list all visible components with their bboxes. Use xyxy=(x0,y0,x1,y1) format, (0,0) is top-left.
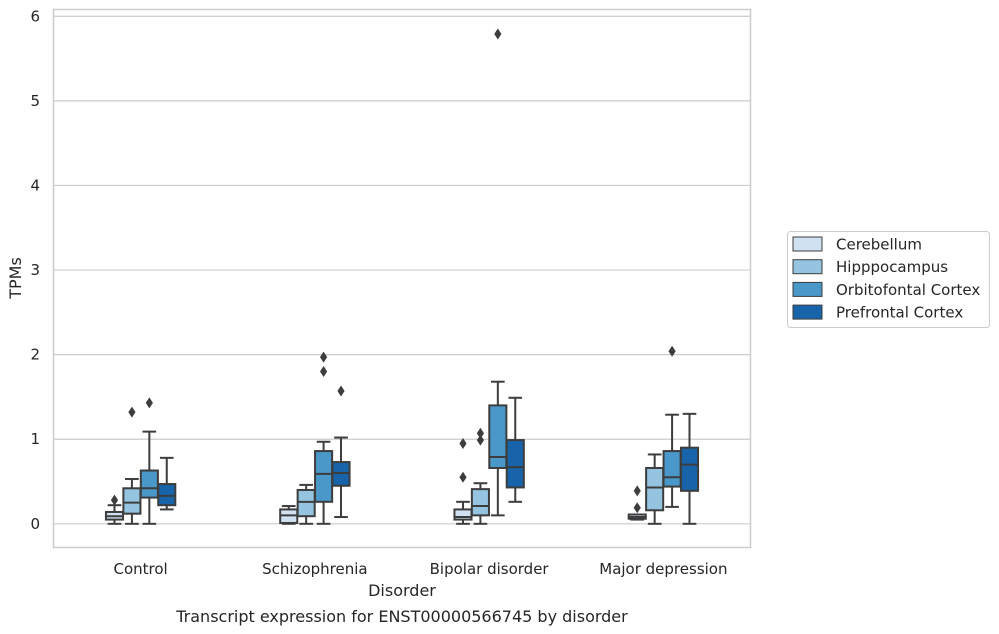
x-tick-labels: Control Schizophrenia Bipolar disorder Majo… xyxy=(114,560,728,578)
y-tick-label: 6 xyxy=(30,7,40,25)
box-iqr xyxy=(453,508,473,521)
legend-swatch xyxy=(792,281,823,297)
outlier-point xyxy=(494,28,502,40)
legend: Cerebellum Hipppocampus Orbitofontal Corte… xyxy=(787,231,990,328)
y-tick-label: 2 xyxy=(30,346,40,364)
y-tick-label: 5 xyxy=(30,92,40,110)
y-tick-label: 0 xyxy=(30,515,40,533)
box-iqr xyxy=(662,450,682,488)
outlier-point xyxy=(459,471,467,483)
box-orbitofontal-cortex xyxy=(488,28,508,517)
x-tick-label: Control xyxy=(114,560,168,578)
gridlines xyxy=(53,15,751,525)
box-hipppocampus xyxy=(296,483,316,525)
box-iqr xyxy=(122,487,142,515)
box-prefrontal-cortex xyxy=(679,412,700,525)
box-iqr xyxy=(296,488,316,518)
box-cerebellum xyxy=(279,505,299,525)
legend-swatch xyxy=(792,236,823,252)
outlier-point xyxy=(476,427,485,439)
x-axis-label: Disorder xyxy=(368,581,436,600)
box-groups xyxy=(104,28,700,525)
box-iqr xyxy=(157,483,177,507)
outlier-point xyxy=(128,406,136,418)
box-iqr xyxy=(505,439,525,489)
y-tick-labels: 0 1 2 3 4 5 6 xyxy=(30,7,40,533)
outlier-point xyxy=(145,397,153,409)
box-prefrontal-cortex xyxy=(157,456,177,511)
outlier-point xyxy=(110,494,119,506)
box-iqr xyxy=(139,469,159,499)
box-hipppocampus xyxy=(122,406,142,525)
box-hipppocampus xyxy=(470,427,490,525)
box-orbitofontal-cortex xyxy=(662,345,682,508)
legend-frame xyxy=(787,231,990,328)
legend-label: Prefrontal Cortex xyxy=(836,304,963,322)
legend-label: Orbitofontal Cortex xyxy=(836,281,980,299)
outlier-point xyxy=(319,351,328,363)
box-orbitofontal-cortex xyxy=(139,397,159,525)
box-prefrontal-cortex xyxy=(331,385,351,519)
legend-swatch xyxy=(792,304,823,320)
box-cerebellum xyxy=(627,485,647,521)
chart-title: Transcript expression for ENST0000056674… xyxy=(175,607,628,626)
box-cerebellum xyxy=(104,494,125,525)
box-cerebellum xyxy=(453,437,473,525)
outlier-point xyxy=(476,434,485,446)
x-tick-label: Bipolar disorder xyxy=(430,560,550,578)
legend-swatch xyxy=(792,259,823,275)
y-tick-label: 3 xyxy=(30,261,40,279)
legend-label: Cerebellum xyxy=(836,236,922,254)
box-iqr xyxy=(314,450,334,503)
box-iqr xyxy=(645,466,665,512)
outlier-point xyxy=(633,485,641,497)
outlier-point xyxy=(337,385,345,397)
box-hipppocampus xyxy=(645,453,665,525)
box-iqr xyxy=(488,404,508,469)
outlier-point xyxy=(633,502,641,514)
legend-label: Hipppocampus xyxy=(836,258,948,276)
outlier-point xyxy=(459,437,467,449)
outlier-point xyxy=(319,366,328,378)
box-prefrontal-cortex xyxy=(505,396,525,503)
x-tick-label: Schizophrenia xyxy=(262,560,367,578)
y-tick-label: 1 xyxy=(30,430,40,448)
y-axis-label: TPMs xyxy=(6,257,25,300)
box-iqr xyxy=(679,446,700,492)
outlier-point xyxy=(668,345,676,357)
plot-area xyxy=(52,8,752,549)
y-tick-label: 4 xyxy=(30,176,40,194)
box-iqr xyxy=(470,488,490,517)
x-tick-label: Major depression xyxy=(599,560,727,578)
